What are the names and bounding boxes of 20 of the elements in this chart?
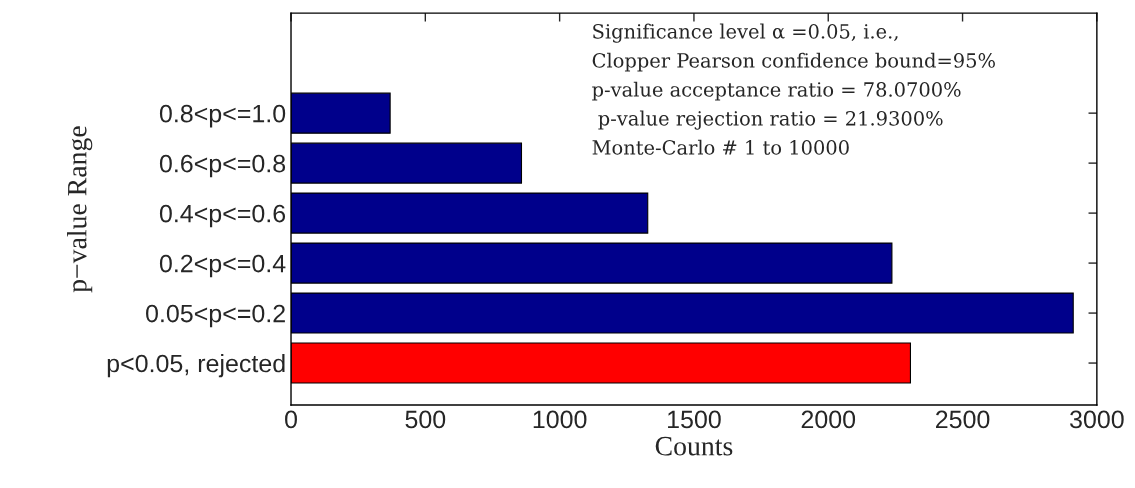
y-tick-label: 0.6<p<=0.8 <box>159 154 286 178</box>
text: Significance level α =0.05, i.e., <box>593 23 898 43</box>
x-tick-label: 0 <box>285 410 297 429</box>
y-axis-title: p−value Range <box>67 126 93 293</box>
y-tick-label: p<0.05, rejected <box>107 354 285 378</box>
annotation: Monte-Carlo # 1 to 10000 <box>592 139 849 155</box>
x-tick-label: 2500 <box>936 410 990 429</box>
y-tick-label: 0.2<p<=0.4 <box>159 254 286 278</box>
annotation: p-value acceptance ratio = 78.0700% <box>592 81 961 101</box>
annotation: p-value rejection ratio = 21.9300% <box>598 110 943 130</box>
y-tick-label: 0.05<p<=0.2 <box>146 304 285 328</box>
x-axis-title: Counts <box>655 436 733 456</box>
x-tick-label: 2000 <box>801 410 856 429</box>
y-tick-label: 0.8<p<=1.0 <box>159 104 286 128</box>
x-tick-label: 3000 <box>1070 410 1124 429</box>
y-tick-label: 0.4<p<=0.6 <box>159 204 286 228</box>
x-tick-label: 500 <box>405 410 446 429</box>
x-tick-label: 1000 <box>533 410 587 429</box>
x-tick-label: 1500 <box>668 410 721 429</box>
text: Clopper Pearson confidence bound=95% <box>592 52 995 72</box>
